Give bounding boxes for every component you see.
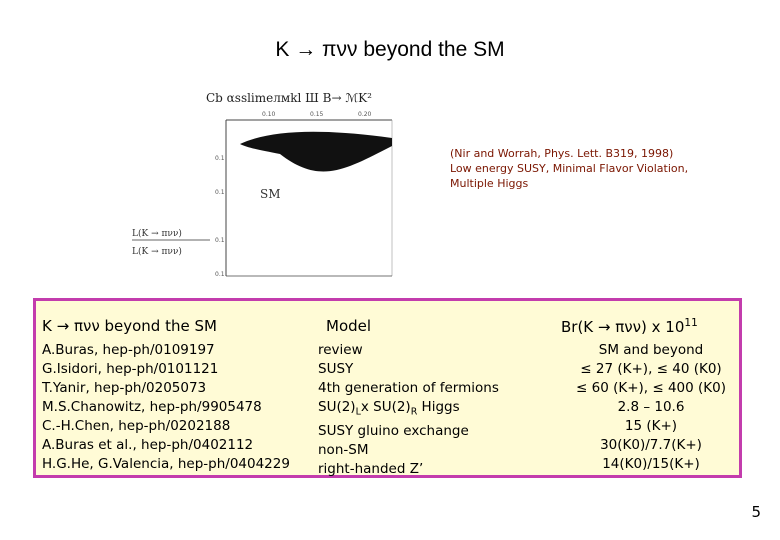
model-row: non-SM (318, 441, 369, 458)
reference-row: M.S.Chanowitz, hep-ph/9905478 (42, 399, 262, 415)
model-row: review (318, 342, 363, 358)
br-row: 15 (K+) (624, 418, 678, 434)
reference-header: K → πνν beyond the SM (42, 317, 217, 335)
br-row: 14(K0)/15(K+) (602, 456, 700, 472)
reference-row: T.Yanir, hep-ph/0205073 (42, 380, 207, 396)
figure-top-text: Cb αsslimeлмkl Ш Β→ ℳΚ² (206, 91, 372, 105)
reference-row: A.Buras et al., hep-ph/0402112 (42, 437, 254, 453)
model-row: right-handed Z’ (318, 460, 424, 477)
svg-text:0.15: 0.15 (310, 111, 324, 118)
br-row: ≤ 60 (K+), ≤ 400 (K0) (576, 380, 726, 396)
figure-left-label: L(K → πνν) (132, 228, 182, 239)
model-header: Model (326, 317, 372, 335)
reference-row: A.Buras, hep-ph/0109197 (42, 342, 215, 358)
slide-title: K → πνν beyond the SM (275, 38, 505, 61)
model-row: SUSY (318, 361, 354, 377)
results-table: K → πνν beyond the SM A.Buras, hep-ph/01… (33, 298, 742, 478)
br-row: 2.8 – 10.6 (617, 399, 685, 415)
svg-text:0.1: 0.1 (215, 271, 225, 278)
reference-row: G.Isidori, hep-ph/0101121 (42, 361, 219, 377)
model-row: 4th generation of fermions (318, 380, 499, 396)
citation-line-1: (Nir and Worrah, Phys. Lett. B319, 1998) (450, 147, 674, 160)
reference-row: H.G.He, G.Valencia, hep-ph/0404229 (42, 456, 290, 472)
svg-text:0.1: 0.1 (215, 237, 225, 244)
reference-row: C.-H.Chen, hep-ph/0202188 (42, 418, 231, 434)
page-number: 5 (751, 503, 761, 521)
allowed-region (240, 131, 392, 172)
plot-figure: Cb αsslimeлмkl Ш Β→ ℳΚ² 0.1 0.1 0.1 0.1 … (132, 91, 393, 278)
branching-ratio-header: Br(K → πνν) x 1011 (561, 317, 698, 336)
model-row: SUSY gluino exchange (318, 422, 469, 439)
figure-left-label-2: L(K → πνν) (132, 246, 182, 257)
svg-text:0.1: 0.1 (215, 155, 225, 162)
sm-label: SM (260, 187, 281, 201)
br-row: ≤ 27 (K+), ≤ 40 (K0) (580, 361, 722, 377)
svg-text:0.20: 0.20 (358, 111, 372, 118)
citation: (Nir and Worrah, Phys. Lett. B319, 1998)… (450, 146, 688, 191)
br-row: SM and beyond (598, 342, 704, 358)
citation-line-3: Multiple Higgs (450, 177, 529, 190)
br-row: 30(K0)/7.7(K+) (600, 437, 702, 453)
svg-text:0.10: 0.10 (262, 111, 276, 118)
model-row: SU(2)Lx SU(2)R Higgs (318, 399, 460, 418)
svg-text:0.1: 0.1 (215, 189, 225, 196)
citation-line-2: Low energy SUSY, Minimal Flavor Violatio… (450, 162, 689, 175)
